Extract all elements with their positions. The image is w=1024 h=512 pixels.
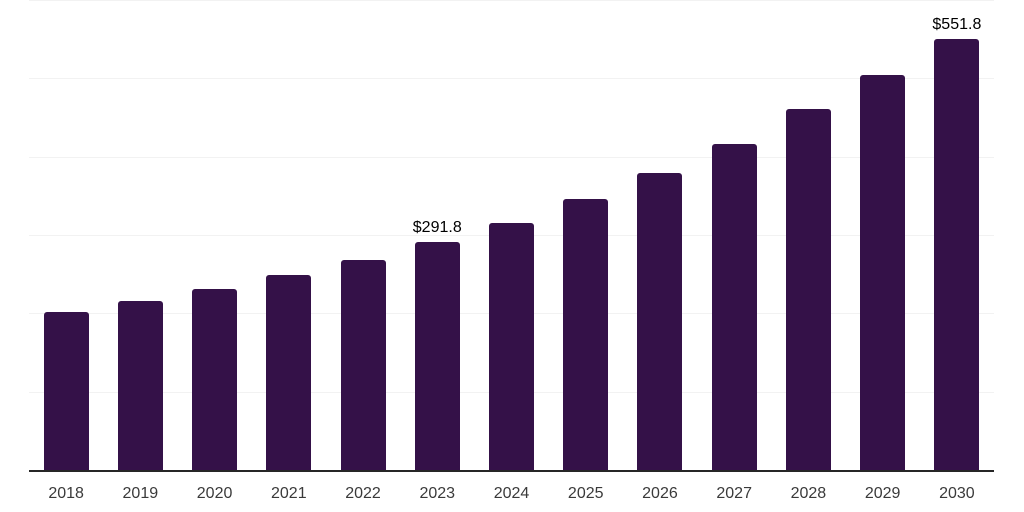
bar-2020[interactable] [192,288,238,471]
bar-2022[interactable] [340,260,386,471]
x-axis-labels: 2018 2019 2020 2021 2022 2023 2024 2025 2026 2027… [29,483,994,505]
bar-2023[interactable] [414,242,460,471]
gridline-500 [29,78,994,80]
bar-2026[interactable] [637,172,683,471]
bars-layer: $291.8 $551.8 [29,1,994,471]
bar-band-2030: $551.8 [920,1,994,471]
data-label-2023: $291.8 [412,219,462,237]
x-axis-label-2022: 2022 [345,485,381,502]
bar-2018[interactable] [43,311,89,471]
bar-band-2020 [177,1,251,471]
x-axis-label-2018: 2018 [48,485,84,502]
bar-2025[interactable] [563,199,609,471]
x-axis-label-2023: 2023 [419,485,456,502]
bar-band-2026 [623,1,697,471]
bar-band-2023: $291.8 [400,1,474,471]
bar-band-2022 [326,1,400,471]
x-axis-label-2029: 2029 [864,485,901,502]
x-axis-label-2019: 2019 [122,485,159,502]
plot-area: $291.8 $551.8 [29,0,994,471]
bar-2028[interactable] [785,109,831,471]
data-label-2030: $551.8 [932,15,982,33]
x-axis-label-2024: 2024 [493,485,530,502]
gridline-400 [29,156,994,158]
gridline-600 [29,0,994,1]
bar-band-2025 [549,1,623,471]
x-axis-label-2026: 2026 [642,485,678,502]
bar-2024[interactable] [488,222,534,471]
x-axis-label-2020: 2020 [196,485,233,502]
x-axis-label-2030: 2030 [939,485,975,502]
bar-2021[interactable] [266,274,312,471]
bar-band-2024 [474,1,548,471]
bar-2019[interactable] [117,300,163,471]
bar-band-2029 [846,1,920,471]
x-axis-label-2021: 2021 [271,485,307,502]
bar-2027[interactable] [711,144,757,471]
bar-band-2018 [29,1,103,471]
bar-band-2021 [252,1,326,471]
bar-2030[interactable] [934,38,980,471]
bar-band-2028 [771,1,845,471]
x-axis-label-2028: 2028 [790,485,827,502]
x-axis-label-2027: 2027 [716,485,752,502]
bar-band-2019 [103,1,177,471]
x-axis-line [29,470,994,472]
x-axis-label-2025: 2025 [567,485,604,502]
bar-2029[interactable] [860,75,906,471]
bar-band-2027 [697,1,771,471]
